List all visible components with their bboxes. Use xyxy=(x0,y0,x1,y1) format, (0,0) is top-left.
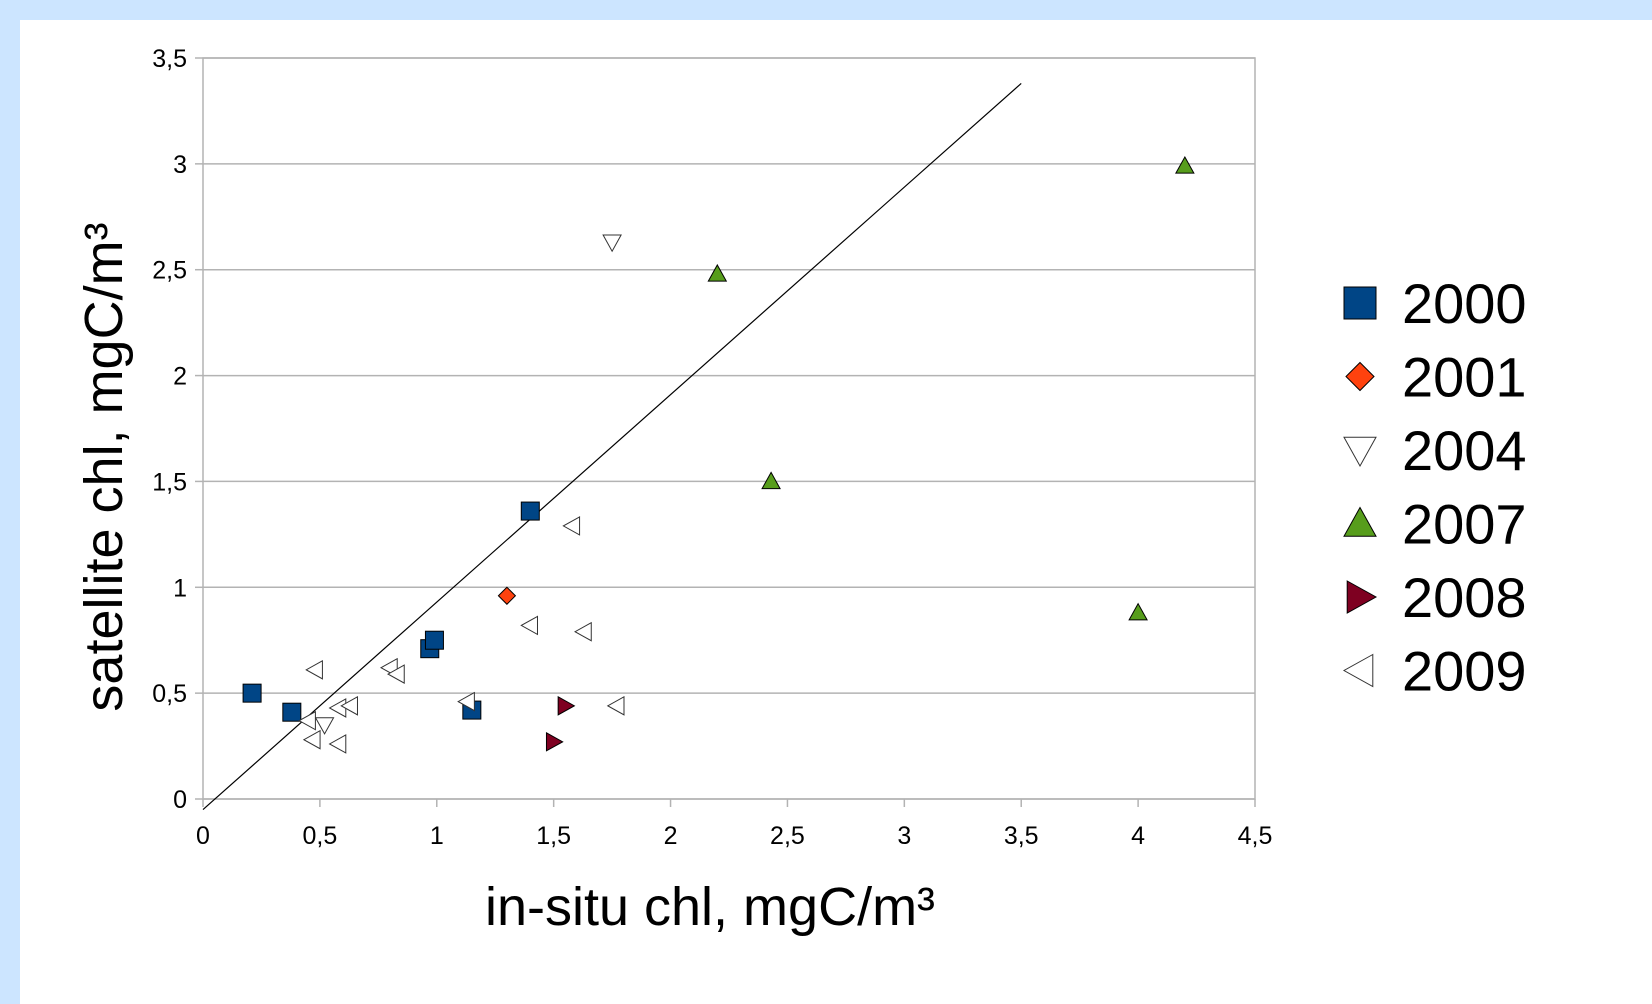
legend-marker xyxy=(1343,286,1377,320)
y-tick-label: 2 xyxy=(173,363,187,391)
y-tick-label: 3 xyxy=(173,151,187,179)
data-point xyxy=(520,615,538,636)
series-2008 xyxy=(545,695,576,752)
scatter-chart: 0 0,5 1 1,5 2 2,5 3 3,5 4 4,5 0 0,5 1 1,5 2 2,5 3 3,5 in… xyxy=(74,45,1527,937)
y-tick-label: 1,5 xyxy=(152,468,187,496)
x-tick-label: 1 xyxy=(430,822,444,850)
y-tick-label: 2,5 xyxy=(152,257,187,285)
plot-border xyxy=(202,57,1256,800)
data-point xyxy=(424,630,444,650)
x-axis: 0 0,5 1 1,5 2 2,5 3 3,5 4 4,5 xyxy=(196,799,1272,850)
y-tick-label: 0,5 xyxy=(152,680,187,708)
x-tick-label: 2 xyxy=(664,822,678,850)
legend-label: 2001 xyxy=(1402,346,1527,409)
series-2009 xyxy=(298,516,625,754)
x-tick-label: 4 xyxy=(1131,822,1145,850)
legend-item-2008: 2008 xyxy=(1346,566,1527,629)
reference-line xyxy=(202,82,1022,811)
data-point xyxy=(302,729,321,750)
data-point xyxy=(457,691,475,712)
legend-item-2000: 2000 xyxy=(1343,272,1527,335)
legend-item-2009: 2009 xyxy=(1342,640,1527,703)
legend-label: 2004 xyxy=(1402,419,1527,482)
data-point xyxy=(328,734,347,754)
legend: 2000 2001 2004 2007 2008 2009 xyxy=(1342,272,1527,703)
data-point xyxy=(340,695,358,716)
data-points xyxy=(242,155,1195,754)
x-tick-label: 2,5 xyxy=(770,822,805,850)
x-tick-label: 0,5 xyxy=(303,822,338,850)
data-point xyxy=(497,586,517,605)
data-point xyxy=(1175,155,1195,174)
x-tick-label: 4,5 xyxy=(1238,822,1273,850)
legend-label: 2000 xyxy=(1402,272,1527,335)
y-axis: 0 0,5 1 1,5 2 2,5 3 3,5 xyxy=(152,45,203,814)
legend-label: 2008 xyxy=(1402,566,1527,629)
legend-marker xyxy=(1343,506,1377,537)
data-point xyxy=(761,471,781,490)
series-2001 xyxy=(497,586,517,605)
data-point xyxy=(1128,602,1148,621)
data-point xyxy=(305,660,323,680)
series-2007 xyxy=(707,155,1195,621)
data-point xyxy=(298,710,316,731)
x-axis-title: in-situ chl, mgC/m³ xyxy=(485,877,935,937)
data-point xyxy=(574,621,592,642)
data-point xyxy=(314,717,335,735)
x-tick-label: 3,5 xyxy=(1004,822,1039,850)
x-tick-label: 3 xyxy=(897,822,911,850)
legend-item-2004: 2004 xyxy=(1343,419,1527,482)
grid xyxy=(203,57,1255,800)
series-2000 xyxy=(242,501,540,722)
y-axis-title: satellite chl, mgC/m³ xyxy=(74,222,134,711)
one-to-one-line xyxy=(202,82,1022,811)
data-point xyxy=(282,702,302,722)
data-point xyxy=(707,263,728,282)
chart-frame: 0 0,5 1 1,5 2 2,5 3 3,5 4 4,5 0 0,5 1 1,5 2 2,5 3 3,5 in… xyxy=(20,20,1652,1004)
data-point xyxy=(602,234,622,253)
x-tick-label: 1,5 xyxy=(536,822,571,850)
data-point xyxy=(520,501,540,521)
y-tick-label: 0 xyxy=(173,786,187,814)
legend-marker xyxy=(1346,580,1378,614)
data-point xyxy=(242,683,262,703)
legend-item-2001: 2001 xyxy=(1345,346,1527,409)
data-point xyxy=(606,695,625,716)
series-2004 xyxy=(314,234,622,735)
legend-label: 2007 xyxy=(1402,493,1527,556)
data-point xyxy=(557,695,576,716)
y-tick-label: 1 xyxy=(173,574,187,602)
legend-label: 2009 xyxy=(1402,640,1527,703)
y-tick-label: 3,5 xyxy=(152,45,187,73)
data-point xyxy=(545,731,564,752)
legend-marker xyxy=(1345,361,1375,392)
legend-marker xyxy=(1343,436,1377,468)
data-point xyxy=(562,516,581,536)
legend-item-2007: 2007 xyxy=(1343,493,1527,556)
x-tick-label: 0 xyxy=(196,822,210,850)
legend-marker xyxy=(1342,653,1374,688)
data-point xyxy=(328,698,347,718)
data-point xyxy=(387,664,405,684)
